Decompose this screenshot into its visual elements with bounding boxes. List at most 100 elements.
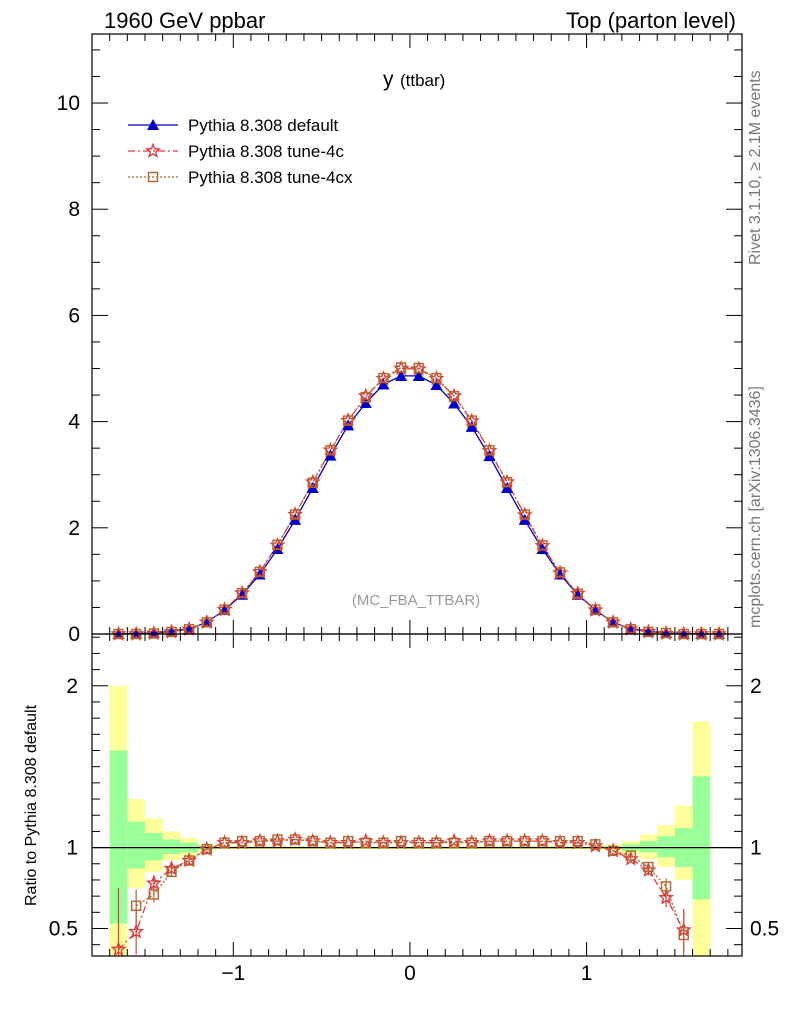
- ratio-point-tune4cx-8: [254, 835, 265, 847]
- ratio-y-tick-label-right: 0.5: [750, 917, 779, 940]
- data-point-tune4cx-25: [554, 567, 566, 578]
- ratio-point-tune4cx-17: [413, 837, 424, 848]
- band-inner: [162, 839, 181, 855]
- band-inner: [109, 750, 128, 924]
- data-point-tune4cx-27: [590, 604, 601, 615]
- ratio-point-tune4cx-31: [660, 881, 672, 892]
- band-inner: [144, 833, 163, 861]
- data-point-tune4cx-17: [413, 362, 424, 374]
- data-point-tune4cx-23: [519, 509, 530, 520]
- ratio-point-tune4cx-11: [307, 835, 318, 847]
- ratio-y-tick-label-left: 0.5: [49, 917, 78, 940]
- ratio-series: [110, 831, 692, 957]
- main-title-sub: (ttbar): [400, 71, 445, 90]
- data-point-tune4cx-30: [643, 626, 654, 638]
- main-axis-ticks: [91, 34, 742, 635]
- ratio-uncertainty-bands: [109, 685, 711, 956]
- data-point-tune4cx-19: [448, 390, 460, 402]
- main-y-tick-label: 6: [68, 304, 80, 327]
- analysis-watermark: (MC_FBA_TTBAR): [352, 592, 480, 609]
- ratio-point-tune4cx-15: [378, 837, 389, 848]
- data-point-tune4cx-24: [537, 540, 548, 551]
- data-point-tune4cx-14: [360, 391, 371, 403]
- data-point-default-16: [395, 369, 408, 381]
- ratio-point-tune4cx-28: [607, 845, 619, 857]
- x-tick-label: 1: [581, 962, 593, 985]
- data-point-tune4cx-21: [484, 445, 495, 456]
- ratio-point-tune4cx-19: [448, 837, 460, 848]
- main-title-main: y: [383, 68, 394, 91]
- ratio-point-tune4cx-1: [130, 900, 142, 912]
- ratio-point-tune4cx-6: [219, 837, 230, 848]
- data-point-tune4cx-31: [660, 627, 672, 639]
- data-point-tune4cx-15: [378, 372, 389, 384]
- series-line-tune4c: [118, 367, 719, 635]
- ratio-point-tune4cx-32: [678, 929, 689, 941]
- ratio-point-tune4cx-27: [590, 839, 601, 850]
- main-y-tick-label: 0: [68, 623, 80, 646]
- x-tick-label: −1: [221, 962, 245, 985]
- data-point-tune4cx-16: [395, 362, 407, 373]
- ratio-point-tune4cx-30: [643, 861, 654, 873]
- ratio-point-tune4c-0: [110, 941, 127, 957]
- main-y-tick-label: 4: [68, 411, 80, 434]
- legend-label-tune4cx: Pythia 8.308 tune-4cx: [188, 168, 353, 187]
- data-point-tune4cx-5: [201, 617, 213, 628]
- ratio-point-tune4c-2: [145, 874, 162, 891]
- ratio-point-tune4cx-22: [501, 835, 513, 847]
- ratio-y-axis-label: Ratio to Pythia 8.308 default: [23, 704, 40, 906]
- ratio-y-tick-label-left: 1: [66, 837, 78, 860]
- ratio-point-tune4cx-4: [183, 855, 195, 866]
- ratio-line-tune4c: [118, 838, 685, 950]
- data-point-default-22: [501, 481, 514, 493]
- ratio-point-tune4cx-13: [342, 835, 354, 847]
- header-right-label: Top (parton level): [566, 8, 736, 33]
- ratio-point-tune4cx-9: [272, 834, 283, 845]
- legend-label-tune4c: Pythia 8.308 tune-4c: [188, 142, 344, 161]
- data-point-tune4cx-28: [607, 617, 619, 628]
- main-series-markers: [110, 360, 728, 641]
- data-point-tune4cx-26: [572, 588, 583, 599]
- legend-label-default: Pythia 8.308 default: [188, 116, 339, 135]
- ratio-point-tune4cx-10: [289, 834, 301, 845]
- band-inner: [692, 776, 711, 900]
- legend-marker-tune4c: [144, 142, 162, 158]
- data-point-tune4cx-10: [289, 509, 301, 520]
- ratio-point-tune4cx-21: [484, 835, 495, 847]
- ratio-y-tick-label-left: 2: [66, 675, 78, 698]
- ratio-point-tune4cx-5: [201, 844, 213, 855]
- mcplots-reference-label: mcplots.cern.ch [arXiv:1306.3436]: [747, 386, 764, 628]
- data-point-tune4cx-12: [325, 445, 336, 456]
- ratio-point-tune4cx-16: [395, 835, 407, 847]
- ratio-y-tick-label-right: 2: [750, 675, 762, 698]
- data-point-default-15: [377, 378, 390, 390]
- ratio-point-tune4cx-29: [625, 850, 636, 861]
- ratio-line-tune4cx: [135, 838, 685, 936]
- ratio-point-tune4cx-23: [519, 835, 530, 847]
- data-point-default-14: [359, 397, 372, 409]
- band-inner: [127, 821, 145, 869]
- legend-marker-default: [147, 119, 159, 130]
- main-tick-labels: 0 2 4 6 8 10: [57, 92, 81, 646]
- x-tick-label: 0: [404, 962, 416, 985]
- ratio-point-tune4cx-26: [572, 835, 583, 847]
- data-point-default-18: [430, 378, 443, 390]
- data-point-tune4cx-8: [254, 566, 265, 578]
- ratio-panel: 0.5 0.5 1 1 2 2 −1 0 1 Ratio to Pythia 8.308 def…: [23, 633, 779, 985]
- legend-marker-tune4cx: [147, 171, 159, 183]
- band-inner: [657, 836, 675, 858]
- header-left-label: 1960 GeV ppbar: [104, 8, 265, 33]
- data-point-tune4cx-6: [219, 604, 230, 615]
- ratio-y-tick-label-right: 1: [750, 837, 762, 860]
- ratio-point-tune4cx-2: [148, 889, 160, 900]
- legend: Pythia 8.308 default Pythia 8.308 tune-4…: [128, 116, 353, 187]
- ratio-point-tune4cx-18: [431, 837, 442, 848]
- data-point-tune4cx-7: [236, 587, 248, 599]
- data-point-default-21: [483, 450, 496, 462]
- ratio-point-tune4cx-3: [166, 866, 177, 878]
- main-panel: 0 2 4 6 8 10 y (ttbar) (MC_FBA_TTBAR) Pythia …: [57, 33, 743, 646]
- data-point-tune4cx-13: [342, 415, 354, 426]
- data-point-tune4cx-18: [431, 372, 442, 384]
- data-point-tune4cx-3: [166, 626, 177, 638]
